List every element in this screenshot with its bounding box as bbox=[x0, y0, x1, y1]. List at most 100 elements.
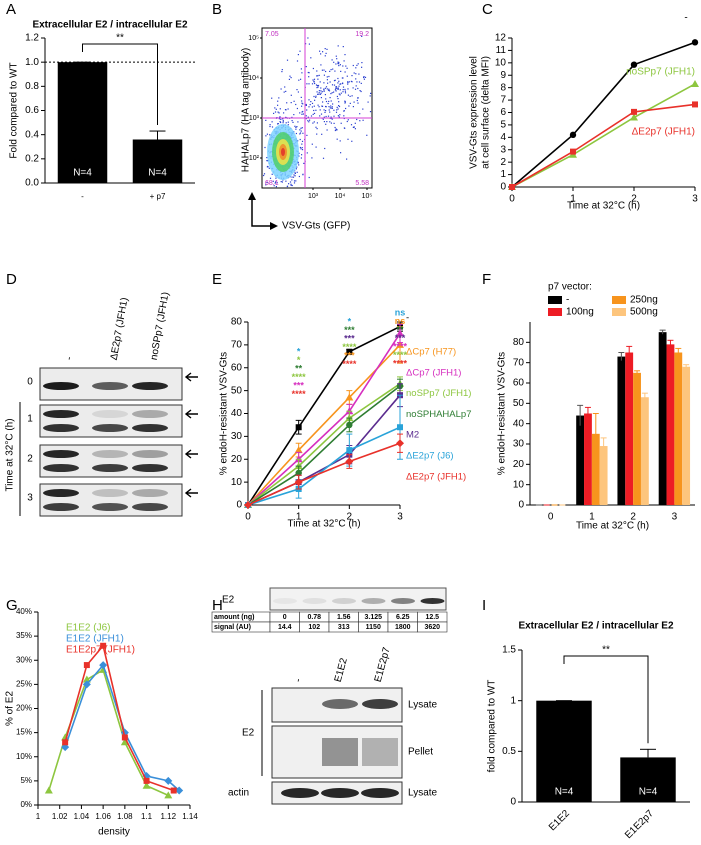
marker bbox=[631, 108, 637, 115]
x-tick-label: 1.14 bbox=[182, 812, 198, 821]
marker bbox=[346, 348, 353, 355]
flow-event bbox=[323, 89, 325, 91]
flow-event bbox=[281, 69, 283, 71]
flow-event bbox=[283, 112, 285, 114]
flow-event bbox=[300, 157, 302, 159]
flow-event bbox=[312, 113, 314, 115]
flow-event bbox=[361, 66, 363, 68]
blot-band bbox=[132, 410, 168, 418]
flow-event bbox=[321, 105, 323, 107]
series-line bbox=[247, 333, 401, 506]
flow-event bbox=[309, 119, 311, 121]
flow-event bbox=[307, 71, 309, 74]
y-tick-label: 40% bbox=[16, 607, 32, 616]
flow-event bbox=[317, 78, 319, 80]
blot-band bbox=[92, 464, 128, 472]
flow-event bbox=[283, 91, 285, 93]
x-tick-label: 0 bbox=[548, 512, 554, 523]
flow-event bbox=[338, 61, 340, 64]
blot-band bbox=[43, 489, 79, 497]
y-tick-label: 25% bbox=[16, 679, 32, 688]
flow-event bbox=[337, 61, 339, 63]
x-tick-label: 1 bbox=[570, 194, 576, 205]
flow-event bbox=[313, 95, 315, 98]
flow-event bbox=[308, 99, 310, 101]
significance: *** bbox=[293, 380, 304, 390]
bar bbox=[576, 415, 585, 505]
table-text: 12.5 bbox=[425, 614, 439, 621]
panel-letter: C bbox=[482, 1, 493, 18]
flow-event bbox=[301, 113, 303, 115]
flow-event bbox=[297, 162, 299, 164]
flow-event bbox=[292, 121, 294, 123]
flow-event bbox=[305, 66, 307, 68]
flow-event bbox=[301, 143, 303, 145]
flow-event bbox=[296, 107, 298, 110]
flow-event bbox=[305, 103, 307, 106]
flow-event bbox=[363, 76, 365, 79]
flow-event bbox=[336, 87, 338, 89]
x-tick-label: 10⁴ bbox=[335, 193, 346, 200]
y-tick-label: 2 bbox=[500, 157, 506, 168]
flow-event bbox=[320, 64, 322, 66]
flow-event bbox=[306, 152, 308, 154]
flow-event bbox=[324, 147, 326, 150]
flow-event bbox=[320, 87, 322, 89]
flow-event bbox=[284, 109, 287, 111]
flow-event bbox=[300, 130, 302, 132]
y-tick-label: 5 bbox=[500, 120, 506, 131]
marker bbox=[692, 101, 698, 108]
flow-event bbox=[319, 109, 321, 111]
marker bbox=[569, 131, 577, 139]
marker bbox=[142, 781, 151, 789]
bar-label: N=4 bbox=[73, 168, 92, 179]
flow-event bbox=[302, 103, 304, 105]
flow-event bbox=[291, 184, 293, 187]
blot-band bbox=[43, 410, 79, 418]
flow-event bbox=[353, 126, 355, 128]
flow-event bbox=[350, 124, 353, 126]
flow-event bbox=[265, 119, 267, 121]
flow-event bbox=[266, 133, 268, 135]
significance: ns bbox=[395, 316, 406, 326]
flow-event bbox=[308, 121, 310, 123]
flow-event bbox=[340, 152, 342, 154]
flow-event bbox=[318, 92, 320, 94]
flow-event bbox=[288, 183, 290, 185]
flow-event bbox=[353, 72, 355, 74]
flow-event bbox=[334, 126, 336, 129]
flow-event bbox=[360, 82, 362, 84]
flow-event bbox=[302, 173, 304, 175]
flow-event bbox=[278, 118, 280, 120]
table-text: amount (ng) bbox=[214, 614, 254, 621]
flow-event bbox=[291, 179, 293, 181]
flow-event bbox=[301, 100, 303, 102]
flow-event bbox=[321, 133, 323, 135]
flow-event bbox=[287, 121, 289, 123]
flow-event bbox=[325, 70, 327, 73]
significance: **** bbox=[393, 350, 408, 360]
flow-event bbox=[356, 64, 358, 66]
flow-event bbox=[305, 43, 307, 45]
flow-event bbox=[338, 101, 340, 103]
flow-event bbox=[322, 118, 324, 120]
flow-event bbox=[301, 102, 303, 104]
flow-event bbox=[290, 102, 292, 104]
blot-band bbox=[92, 410, 128, 418]
flow-event bbox=[361, 35, 363, 37]
flow-event bbox=[328, 90, 331, 92]
flow-event bbox=[277, 104, 279, 106]
y-axis-label: % endoH-resistant VSV-Gts bbox=[497, 352, 508, 475]
significance: ** bbox=[295, 363, 303, 373]
flow-event bbox=[323, 90, 325, 92]
flow-event bbox=[315, 95, 317, 97]
flow-event bbox=[330, 100, 332, 102]
y-axis-label: at cell surface (delta MFI) bbox=[481, 56, 492, 169]
flow-event bbox=[337, 98, 339, 100]
blot-band bbox=[281, 788, 319, 798]
flow-event bbox=[299, 50, 301, 52]
x-tick-label: + p7 bbox=[150, 192, 166, 201]
flow-event bbox=[331, 107, 333, 109]
flow-event bbox=[336, 106, 338, 108]
flow-event bbox=[330, 116, 332, 118]
